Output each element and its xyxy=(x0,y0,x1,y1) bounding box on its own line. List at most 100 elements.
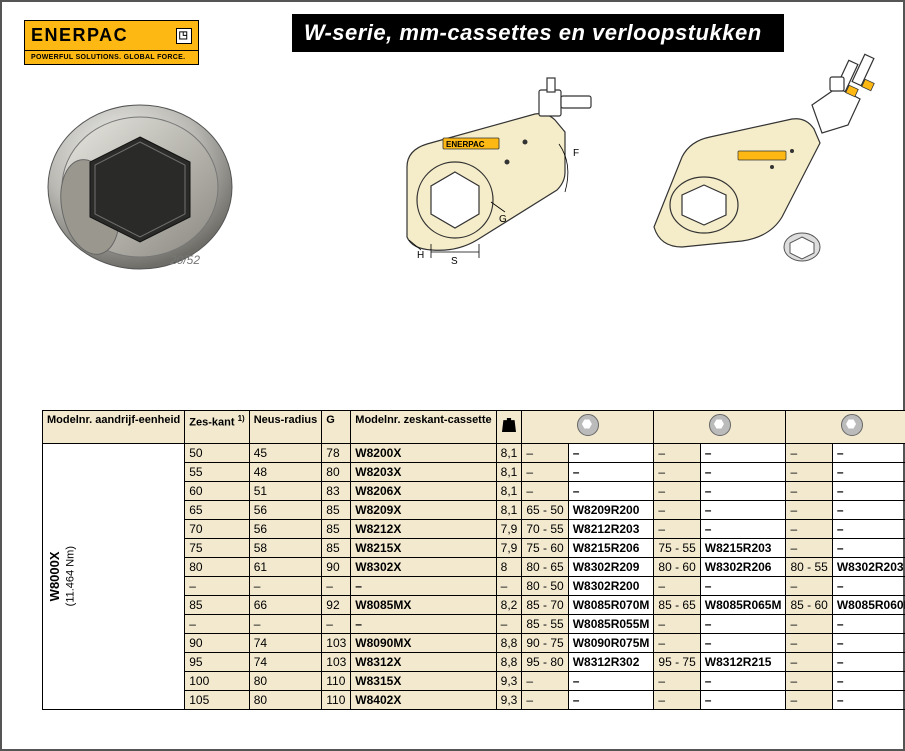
cell-p2: W8085R065M xyxy=(700,595,786,614)
cell-r2: – xyxy=(654,690,700,709)
th-reducer-3 xyxy=(786,411,905,444)
cell-w: 8 xyxy=(496,557,522,576)
cell-nr: 58 xyxy=(249,538,322,557)
cell-w: – xyxy=(496,614,522,633)
product-image-cassette: 20/52 xyxy=(30,92,240,277)
cell-p1: W8312R302 xyxy=(568,652,654,671)
table-header: Modelnr. aandrijf-eenheid Zes-kant 1) Ne… xyxy=(43,411,905,444)
cell-r3: – xyxy=(786,519,832,538)
cell-g: 110 xyxy=(322,671,351,690)
page-frame: ENERPAC ◳ POWERFUL SOLUTIONS. GLOBAL FOR… xyxy=(0,0,905,751)
cell-g: – xyxy=(322,576,351,595)
cell-p1: W8302R209 xyxy=(568,557,654,576)
cell-r3: – xyxy=(786,652,832,671)
th-reducer-1 xyxy=(522,411,654,444)
svg-text:20/52: 20/52 xyxy=(169,253,200,267)
cell-w: 7,9 xyxy=(496,519,522,538)
dim-s: S xyxy=(451,256,458,267)
cell-g: 78 xyxy=(322,443,351,462)
cell-r1: – xyxy=(522,671,568,690)
cell-nr: 56 xyxy=(249,500,322,519)
dim-h: H xyxy=(417,250,424,261)
cell-zk: – xyxy=(185,614,249,633)
cell-r1: – xyxy=(522,443,568,462)
hex-icon xyxy=(577,414,599,436)
cell-w: 8,8 xyxy=(496,652,522,671)
cell-r1: 85 - 70 xyxy=(522,595,568,614)
cell-w: 8,8 xyxy=(496,633,522,652)
cell-r3: – xyxy=(786,500,832,519)
cell-p3: – xyxy=(832,500,905,519)
cell-p2: – xyxy=(700,690,786,709)
cell-mc: W8085MX xyxy=(351,595,496,614)
cell-p2: – xyxy=(700,500,786,519)
cell-zk: 90 xyxy=(185,633,249,652)
cell-p1: – xyxy=(568,462,654,481)
cell-nr: – xyxy=(249,614,322,633)
cell-nr: 45 xyxy=(249,443,322,462)
cell-p3: – xyxy=(832,690,905,709)
cell-w: 8,1 xyxy=(496,443,522,462)
cell-zk: 60 xyxy=(185,481,249,500)
cell-p1: W8215R206 xyxy=(568,538,654,557)
cell-r3: – xyxy=(786,576,832,595)
cell-zk: 75 xyxy=(185,538,249,557)
technical-diagram-side: ENERPAC H S G F xyxy=(387,72,617,267)
cell-mc: W8206X xyxy=(351,481,496,500)
cell-r1: 80 - 65 xyxy=(522,557,568,576)
cell-p3: – xyxy=(832,462,905,481)
cell-p2: – xyxy=(700,576,786,595)
cell-g: 103 xyxy=(322,652,351,671)
logo-main: ENERPAC ◳ xyxy=(24,20,199,51)
cell-w: 8,1 xyxy=(496,462,522,481)
cell-zk: 95 xyxy=(185,652,249,671)
cell-r3: – xyxy=(786,633,832,652)
cell-p3: W8302R203 xyxy=(832,557,905,576)
logo-icon: ◳ xyxy=(176,28,192,44)
cell-r2: – xyxy=(654,519,700,538)
cell-p2: – xyxy=(700,614,786,633)
cell-r2: – xyxy=(654,481,700,500)
cell-r2: – xyxy=(654,614,700,633)
cell-p3: W8085R060M xyxy=(832,595,905,614)
table-row: W8000X(11.464 Nm)504578W8200X8,1–––––– xyxy=(43,443,905,462)
cell-r3: – xyxy=(786,443,832,462)
th-zeskant: Zes-kant 1) xyxy=(185,411,249,444)
cell-g: 80 xyxy=(322,462,351,481)
cell-nr: 51 xyxy=(249,481,322,500)
cell-r3: – xyxy=(786,614,832,633)
cell-g: 110 xyxy=(322,690,351,709)
brand-logo: ENERPAC ◳ POWERFUL SOLUTIONS. GLOBAL FOR… xyxy=(24,20,199,65)
cell-mc: W8302X xyxy=(351,557,496,576)
th-model-drive: Modelnr. aandrijf-eenheid xyxy=(43,411,185,444)
cell-mc: W8312X xyxy=(351,652,496,671)
cell-zk: 80 xyxy=(185,557,249,576)
cell-mc: – xyxy=(351,614,496,633)
cell-mc: W8402X xyxy=(351,690,496,709)
cell-r3: – xyxy=(786,671,832,690)
cell-p1: – xyxy=(568,481,654,500)
cell-mc: W8090MX xyxy=(351,633,496,652)
cell-r2: 75 - 55 xyxy=(654,538,700,557)
technical-diagram-exploded xyxy=(642,47,892,267)
cell-p1: W8085R055M xyxy=(568,614,654,633)
cell-w: 7,9 xyxy=(496,538,522,557)
cell-r1: 90 - 75 xyxy=(522,633,568,652)
th-reducer-2 xyxy=(654,411,786,444)
dim-g: G xyxy=(499,214,507,225)
cell-mc: W8200X xyxy=(351,443,496,462)
th-model-cass: Modelnr. zeskant-cassette xyxy=(351,411,496,444)
cell-p1: W8209R200 xyxy=(568,500,654,519)
cell-p1: – xyxy=(568,443,654,462)
cell-nr: 74 xyxy=(249,652,322,671)
diagram-brand-label: ENERPAC xyxy=(446,140,485,149)
cell-mc: W8212X xyxy=(351,519,496,538)
cell-nr: 66 xyxy=(249,595,322,614)
cell-r2: – xyxy=(654,462,700,481)
cell-r3: – xyxy=(786,462,832,481)
table-body: W8000X(11.464 Nm)504578W8200X8,1––––––55… xyxy=(43,443,905,709)
cell-r1: 65 - 50 xyxy=(522,500,568,519)
cell-p3: – xyxy=(832,671,905,690)
hex-icon xyxy=(841,414,863,436)
cell-r2: – xyxy=(654,576,700,595)
